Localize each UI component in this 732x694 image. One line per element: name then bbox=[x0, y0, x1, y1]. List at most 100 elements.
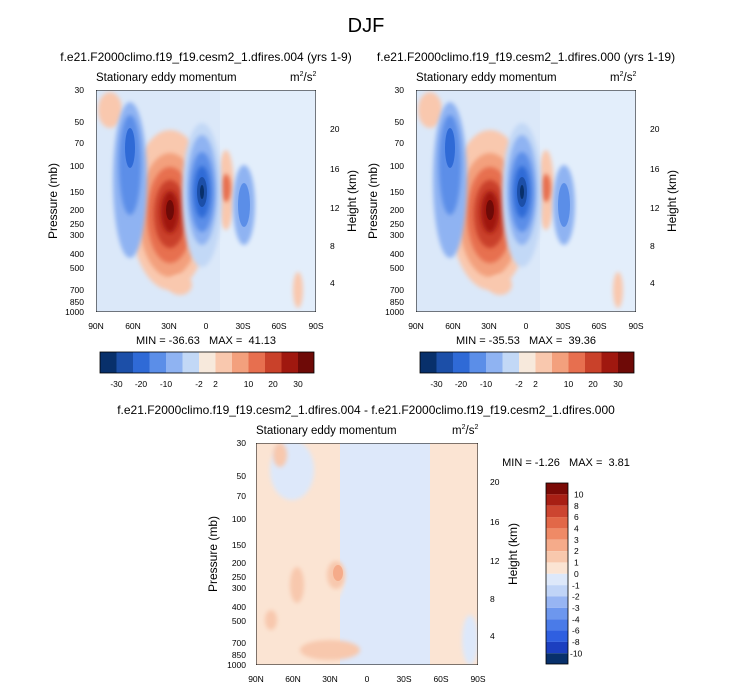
panel-2-colorbar-swatch bbox=[585, 352, 602, 373]
panel-1-colorbar-label: 20 bbox=[268, 379, 278, 389]
panel-2-y-tick: 250 bbox=[390, 219, 404, 229]
panel-3-ylabel: Pressure (mb) bbox=[206, 516, 220, 592]
panel-3-contour bbox=[290, 567, 304, 603]
panel-2-colorbar-swatch bbox=[568, 352, 585, 373]
panel-3-contour bbox=[300, 640, 360, 660]
panel-1-y2-tick: 20 bbox=[330, 124, 340, 134]
panel-2-contour bbox=[541, 174, 551, 202]
panel-2-x-tick: 60S bbox=[591, 321, 606, 331]
panel-2-x-tick: 30S bbox=[555, 321, 570, 331]
panel-3-colorbar-swatch bbox=[546, 483, 568, 495]
panel-1-y2-tick: 16 bbox=[330, 164, 340, 174]
panel-1-colorbar-swatch bbox=[265, 352, 282, 373]
panel-2-y2-tick: 16 bbox=[650, 164, 660, 174]
panel-2-x-tick: 90S bbox=[628, 321, 643, 331]
panel-2: f.e21.F2000climo.f19_f19.cesm2_1.dfires.… bbox=[366, 50, 679, 389]
panel-3-colorbar-label: -8 bbox=[572, 637, 580, 647]
panel-3-y-tick: 500 bbox=[232, 616, 246, 626]
panel-1-x-tick: 90S bbox=[308, 321, 323, 331]
panel-2-x-tick: 30N bbox=[481, 321, 497, 331]
panel-3-colorbar-swatch bbox=[546, 607, 568, 620]
panel-1-y-tick: 150 bbox=[70, 187, 84, 197]
panel-2-colorbar-label: 2 bbox=[533, 379, 538, 389]
panel-3-y-tick: 300 bbox=[232, 583, 246, 593]
panel-3-colorbar-swatch bbox=[546, 596, 568, 608]
panel-2-contour bbox=[418, 92, 442, 128]
panel-1-contour bbox=[168, 275, 192, 295]
panel-2-y-tick: 700 bbox=[390, 285, 404, 295]
panel-2-colorbar: -30 -20 -10 -2 2 10 20 30 bbox=[419, 351, 635, 389]
panel-3-colorbar-swatch bbox=[546, 573, 568, 586]
panel-3-colorbar-label: 2 bbox=[574, 546, 579, 556]
panel-3-y-tick: 100 bbox=[232, 514, 246, 524]
panel-3-x-axis: 90N 60N 30N 0 30S 60S 90S bbox=[248, 674, 486, 684]
panel-1-y-tick: 50 bbox=[75, 117, 85, 127]
panel-2-x-tick: 60N bbox=[445, 321, 461, 331]
panel-2-contour bbox=[445, 128, 455, 168]
panel-2-ylabel: Pressure (mb) bbox=[366, 163, 380, 239]
panel-3-y2-tick: 4 bbox=[490, 631, 495, 641]
panel-1-y-tick: 70 bbox=[75, 138, 85, 148]
panel-3-colorbar-swatch bbox=[546, 528, 568, 540]
panel-2-contour bbox=[486, 200, 494, 220]
panel-3-y-tick: 200 bbox=[232, 558, 246, 568]
panel-1-x-tick: 30S bbox=[235, 321, 250, 331]
panel-3-colorbar-swatch bbox=[546, 494, 568, 506]
panel-3-colorbar-label: -10 bbox=[570, 648, 583, 658]
panel-2-colorbar-swatch bbox=[502, 352, 519, 373]
panel-2-contour bbox=[558, 183, 570, 227]
panel-2-subtitle: Stationary eddy momentum bbox=[416, 72, 557, 84]
panel-3-colorbar-swatch bbox=[546, 551, 568, 563]
panel-2-colorbar-label: 30 bbox=[613, 379, 623, 389]
panel-2-colorbar-swatch bbox=[535, 352, 552, 373]
panel-2-field bbox=[418, 92, 623, 308]
panel-2-y2-tick: 12 bbox=[650, 203, 660, 213]
panel-1-x-tick: 30N bbox=[161, 321, 177, 331]
panel-1-colorbar-swatch bbox=[281, 352, 298, 373]
panel-2-colorbar-swatch bbox=[618, 352, 634, 373]
panel-3-x-tick: 30S bbox=[396, 674, 411, 684]
panel-1-x-axis: 90N 60N 30N 0 30S 60S 90S bbox=[88, 321, 324, 331]
panel-2-colorbar-swatch bbox=[486, 352, 503, 373]
panel-3: f.e21.F2000climo.f19_f19.cesm2_1.dfires.… bbox=[117, 403, 630, 684]
panel-2-colorbar-swatch bbox=[519, 352, 536, 373]
panel-3-x-tick: 90N bbox=[248, 674, 264, 684]
panel-1-y-tick: 100 bbox=[70, 161, 84, 171]
panel-1-colorbar-swatch bbox=[166, 352, 183, 373]
panel-3-y2label: Height (km) bbox=[506, 523, 520, 585]
panel-1-colorbar-label: 30 bbox=[293, 379, 303, 389]
panel-2-x-axis: 90N 60N 30N 0 30S 60S 90S bbox=[408, 321, 644, 331]
panel-1-colorbar-swatch bbox=[199, 352, 216, 373]
panel-3-title: f.e21.F2000climo.f19_f19.cesm2_1.dfires.… bbox=[117, 403, 615, 417]
panel-2-colorbar-label: -2 bbox=[515, 379, 523, 389]
panel-1-colorbar-swatch bbox=[182, 352, 199, 373]
panel-3-colorbar-label: 3 bbox=[574, 535, 579, 545]
panel-3-units: m2/s2 bbox=[452, 424, 478, 437]
panel-2-y-tick: 50 bbox=[395, 117, 405, 127]
panel-3-colorbar-swatch bbox=[546, 562, 568, 574]
panel-3-y-tick: 700 bbox=[232, 638, 246, 648]
panel-2-y-tick: 300 bbox=[390, 230, 404, 240]
panel-1-stats: MIN = -36.63 MAX = 41.13 bbox=[136, 335, 276, 347]
panel-1-ylabel: Pressure (mb) bbox=[46, 163, 60, 239]
panel-3-x-tick: 30N bbox=[322, 674, 338, 684]
panel-2-y-tick: 850 bbox=[390, 297, 404, 307]
panel-3-colorbar-label: -4 bbox=[572, 614, 580, 624]
panel-2-contour bbox=[520, 185, 524, 199]
panel-3-x-tick: 60N bbox=[285, 674, 301, 684]
panel-3-colorbar-swatch bbox=[546, 539, 568, 552]
panel-3-subtitle: Stationary eddy momentum bbox=[256, 425, 397, 437]
panel-3-colorbar-label: 1 bbox=[574, 558, 579, 568]
panel-1-colorbar-swatch bbox=[232, 352, 249, 373]
panel-2-y2-axis: 20 16 12 8 4 bbox=[650, 124, 660, 288]
panel-2-colorbar-label: 20 bbox=[588, 379, 598, 389]
panel-1-contour bbox=[125, 128, 135, 168]
panel-2-y-tick: 100 bbox=[390, 161, 404, 171]
panel-2-colorbar-label: -20 bbox=[455, 379, 468, 389]
panel-3-colorbar-label: 6 bbox=[574, 512, 579, 522]
panel-1-colorbar-swatch bbox=[133, 352, 150, 373]
panel-1-contour bbox=[98, 92, 122, 128]
panel-3-y-tick: 1000 bbox=[227, 660, 246, 670]
panel-2-colorbar-swatch bbox=[601, 352, 618, 373]
panel-3-colorbar-label: 0 bbox=[574, 569, 579, 579]
